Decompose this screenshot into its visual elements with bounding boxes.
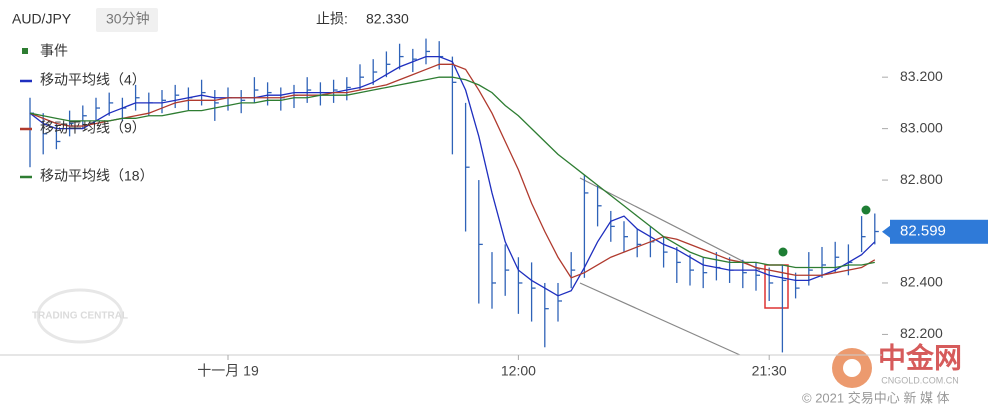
copyright: © 2021 交易中心 新 媒 体	[802, 390, 950, 405]
y-tick-label: 83.200	[900, 68, 943, 84]
legend-label[interactable]: 移动平均线（18）	[40, 168, 154, 184]
channel-line	[579, 282, 741, 356]
symbol: AUD/JPY	[12, 11, 72, 27]
y-tick-label: 82.800	[900, 171, 943, 187]
event-legend-label: 事件	[40, 43, 68, 59]
moving-average-line	[29, 63, 876, 279]
x-tick-label: 十一月 19	[197, 363, 259, 379]
last-price-label: 82.599	[900, 223, 946, 240]
stop-loss-label: 止损:	[316, 11, 348, 27]
moving-average-line	[29, 55, 876, 297]
y-tick-label: 82.400	[900, 274, 943, 290]
stop-loss-value: 82.330	[366, 11, 409, 27]
trading-central-logo: TRADING CENTRAL	[32, 288, 128, 344]
brand-name: 中金网	[878, 341, 962, 373]
last-price-pointer	[882, 225, 890, 238]
channel-line	[579, 177, 761, 271]
moving-average-line	[29, 76, 875, 269]
brand-url: CNGOLD.COM.CN	[881, 375, 959, 385]
y-tick-label: 83.000	[900, 119, 943, 135]
event-legend-swatch	[22, 48, 28, 54]
event-dot[interactable]	[778, 247, 788, 257]
y-tick-label: 82.200	[900, 325, 943, 341]
x-tick-label: 21:30	[752, 363, 787, 379]
event-dot[interactable]	[861, 205, 871, 215]
x-tick-label: 12:00	[501, 363, 536, 379]
trading-central-text: TRADING CENTRAL	[32, 311, 128, 322]
brand-logo: 中金网 CNGOLD.COM.CN	[832, 341, 962, 388]
interval-box[interactable]	[96, 8, 158, 32]
interval[interactable]: 30分钟	[106, 11, 150, 27]
legend-label[interactable]: 移动平均线（4）	[40, 72, 146, 88]
legend-label[interactable]: 移动平均线（9）	[40, 120, 146, 136]
last-price-box	[890, 219, 988, 244]
